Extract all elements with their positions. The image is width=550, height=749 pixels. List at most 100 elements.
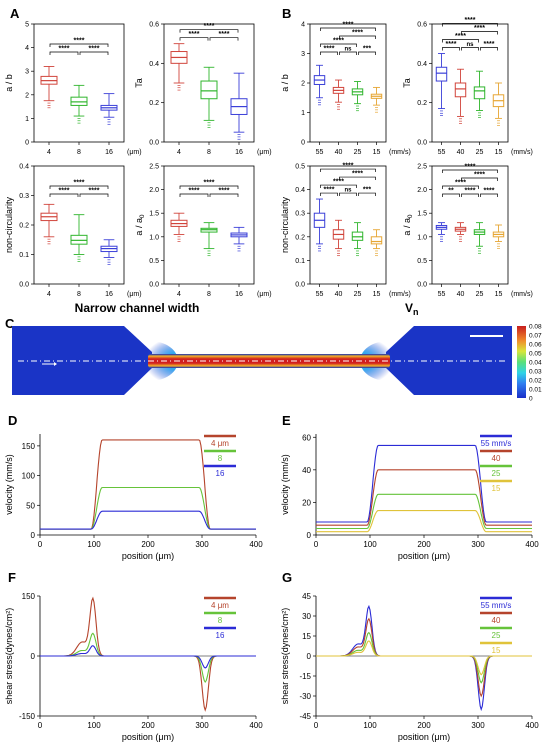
legend-label: 25 bbox=[492, 631, 501, 640]
significance-bracket: **** bbox=[179, 188, 209, 197]
x-tick-label: 0 bbox=[314, 721, 319, 730]
colorbar bbox=[517, 326, 526, 398]
significance-bracket: **** bbox=[320, 46, 338, 55]
x-tick-label: 16 bbox=[105, 149, 113, 156]
significance-bracket: **** bbox=[339, 171, 376, 181]
x-tick-label: 55 bbox=[316, 149, 324, 156]
panel-c-flow-field: 0.08 0.07 0.06 0.05 0.04 0.03 0.02 0.01 0 bbox=[12, 324, 542, 403]
y-tick-label: 15 bbox=[302, 632, 311, 641]
bracket-line bbox=[442, 39, 479, 43]
x-tick-label: 8 bbox=[77, 291, 81, 298]
significance-label: ns bbox=[344, 47, 352, 53]
significance-bracket: **** bbox=[49, 38, 109, 47]
significance-bracket: **** bbox=[320, 179, 357, 189]
box-16 bbox=[100, 239, 118, 265]
box-25 bbox=[473, 70, 486, 118]
x-tick-label: 0 bbox=[38, 540, 43, 549]
legend-label: 40 bbox=[492, 454, 501, 463]
significance-label: ns bbox=[344, 188, 352, 194]
x-tick-label: 25 bbox=[354, 291, 362, 298]
x-tick-label: 0 bbox=[314, 540, 319, 549]
x-tick-label: 300 bbox=[195, 721, 209, 730]
y-tick-label: 0.4 bbox=[295, 187, 305, 194]
significance-label: **** bbox=[352, 30, 363, 37]
y-tick-label: 0.0 bbox=[149, 140, 159, 147]
iqr-box bbox=[370, 236, 383, 245]
y-axis-label: a / a0 bbox=[402, 214, 414, 236]
bracket-line bbox=[461, 177, 498, 181]
bracket-line bbox=[358, 192, 376, 197]
y-tick-label: 0 bbox=[25, 140, 29, 147]
y-tick-label: 4 bbox=[301, 22, 305, 29]
bracket-line bbox=[49, 185, 109, 189]
significance-bracket: **** bbox=[442, 17, 498, 27]
significance-label: **** bbox=[474, 25, 485, 32]
x-axis-label: position (μm) bbox=[122, 732, 174, 742]
y-tick-label: 2 bbox=[301, 81, 305, 88]
legend-label: 25 bbox=[492, 469, 501, 478]
legend-label: 4 μm bbox=[211, 601, 229, 610]
y-tick-label: 0.5 bbox=[417, 258, 427, 265]
y-tick-label: 100 bbox=[22, 472, 36, 481]
significance-label: **** bbox=[189, 188, 200, 195]
y-tick-label: -30 bbox=[299, 692, 311, 701]
x-tick-label: 200 bbox=[141, 540, 155, 549]
y-axis-label: a / a0 bbox=[134, 214, 146, 236]
series-line bbox=[316, 469, 532, 526]
significance-label: **** bbox=[74, 180, 85, 187]
bracket-line bbox=[339, 176, 376, 181]
x-axis-label: position (μm) bbox=[398, 551, 450, 561]
y-tick-label: 150 bbox=[22, 592, 36, 601]
boxplot-a1: 0 1 2 3 4 5 a / b 4 8 16 (μm) **** **** **** bbox=[4, 22, 142, 157]
significance-label: **** bbox=[219, 31, 230, 38]
x-tick-label: 400 bbox=[525, 540, 539, 549]
plot-frame bbox=[431, 23, 509, 143]
significance-label: **** bbox=[189, 31, 200, 38]
box-15 bbox=[492, 224, 505, 249]
significance-label: **** bbox=[484, 188, 495, 195]
x-tick-label: 0 bbox=[38, 721, 43, 730]
bracket-line bbox=[320, 27, 376, 31]
bracket-line bbox=[442, 193, 460, 197]
panel-letter-e: E bbox=[282, 413, 291, 428]
y-tick-label: 0 bbox=[31, 652, 36, 661]
bracket-line bbox=[209, 37, 239, 41]
x-tick-label: 100 bbox=[87, 721, 101, 730]
significance-bracket: **** bbox=[209, 31, 239, 41]
box-40 bbox=[332, 79, 345, 110]
y-axis-label: Ta bbox=[402, 78, 412, 88]
boxplot-a3: 0.0 0.1 0.2 0.3 0.4 non-circularity 4 8 16 (μm) **… bbox=[4, 164, 142, 299]
x-tick-label: 55 bbox=[316, 291, 324, 298]
x-tick-label: 4 bbox=[177, 149, 181, 156]
bracket-line bbox=[339, 51, 357, 55]
significance-label: **** bbox=[455, 180, 466, 187]
significance-label: **** bbox=[455, 33, 466, 40]
y-tick-label: 0 bbox=[301, 140, 305, 147]
y-tick-label: -15 bbox=[299, 672, 311, 681]
box-8 bbox=[70, 214, 88, 262]
x-tick-label: 55 bbox=[438, 149, 446, 156]
boxplot-a2: 0.0 0.2 0.4 0.6 Ta 4 8 16 (μm) **** **** **** bbox=[134, 22, 272, 157]
x-tick-label: 25 bbox=[476, 291, 484, 298]
x-unit-label: (μm) bbox=[127, 291, 142, 298]
significance-bracket: **** bbox=[461, 188, 479, 197]
significance-bracket: **** bbox=[179, 23, 239, 33]
series-line bbox=[40, 645, 256, 669]
y-tick-label: 1.0 bbox=[417, 234, 427, 241]
y-tick-label: 0.2 bbox=[295, 234, 305, 241]
y-axis-label: non-circularity bbox=[280, 196, 290, 253]
series-line bbox=[316, 510, 532, 533]
y-axis-label-sub: 0 bbox=[139, 214, 146, 218]
significance-bracket: **** bbox=[480, 41, 498, 51]
y-axis-label: velocity (mm/s) bbox=[280, 454, 290, 515]
significance-bracket: **** bbox=[49, 188, 79, 197]
significance-bracket: **** bbox=[49, 46, 79, 55]
bracket-line bbox=[209, 193, 239, 197]
x-tick-label: 300 bbox=[471, 540, 485, 549]
box-25 bbox=[351, 81, 364, 112]
series-line bbox=[40, 596, 256, 712]
y-tick-label: 2.5 bbox=[417, 164, 427, 171]
series-line bbox=[316, 631, 532, 684]
